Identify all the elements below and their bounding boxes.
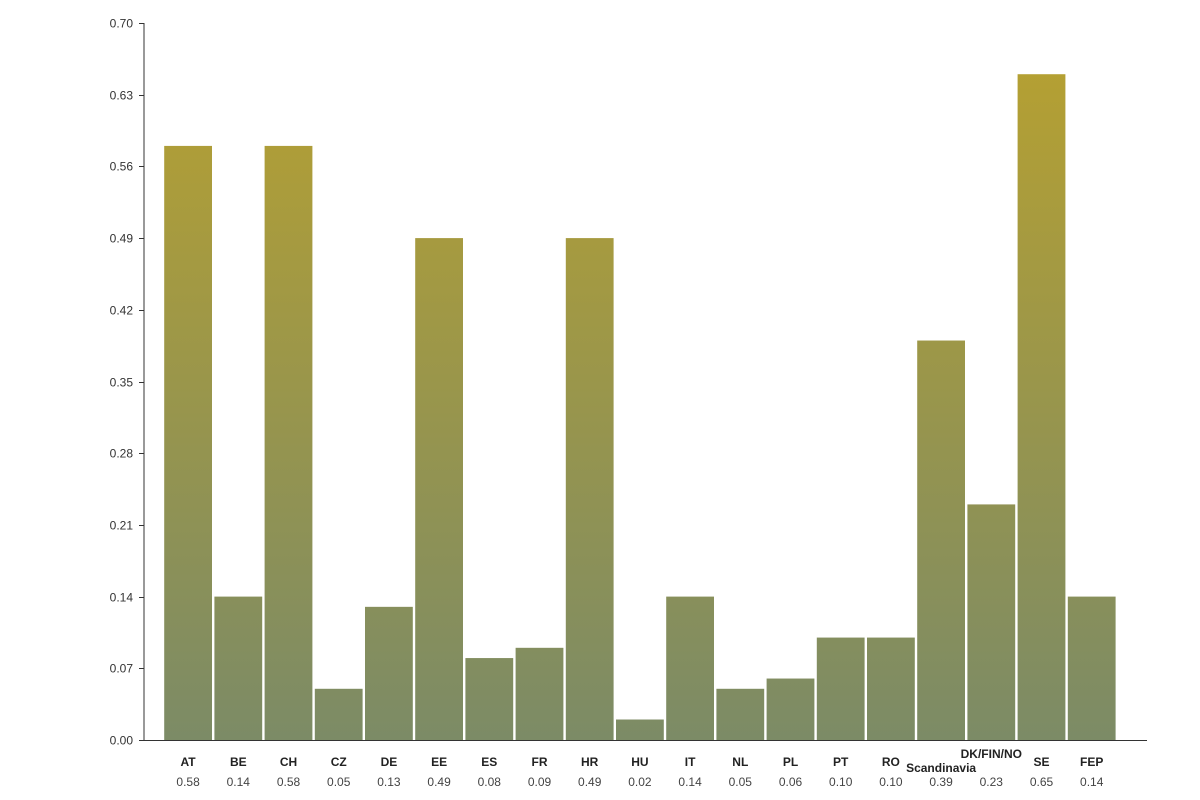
bar <box>616 719 664 740</box>
bar <box>314 688 363 740</box>
y-tick-label: 0.21 <box>110 519 134 533</box>
value-label: 0.14 <box>678 775 702 789</box>
axes: 0.00 0.07 0.14 0.21 0.28 0.35 0.42 0.49 0.56 0.63… <box>110 17 1147 748</box>
category-label: CZ <box>331 755 347 769</box>
bar <box>766 678 815 740</box>
bars <box>164 74 1116 740</box>
value-label: 0.14 <box>1080 775 1104 789</box>
value-label: 0.14 <box>227 775 251 789</box>
y-tick-label: 0.28 <box>110 447 134 461</box>
value-label: 0.02 <box>628 775 652 789</box>
labels: AT 0.58 BE 0.14 CH 0.58 CZ 0.05 DE 0.13 EE 0.49 ES 0.… <box>176 747 1103 789</box>
category-label: DK/FIN/NO <box>961 747 1022 761</box>
category-label: ES <box>481 755 497 769</box>
bar <box>264 145 313 740</box>
category-label: BE <box>230 755 247 769</box>
value-label: 0.05 <box>729 775 753 789</box>
value-label: 0.10 <box>829 775 853 789</box>
value-label: 0.58 <box>176 775 200 789</box>
bar <box>716 688 765 740</box>
value-label: 0.13 <box>377 775 401 789</box>
category-label: FEP <box>1080 755 1103 769</box>
bar <box>465 658 514 740</box>
value-label: 0.65 <box>1030 775 1054 789</box>
y-tick-label: 0.70 <box>110 17 134 31</box>
bar <box>666 596 714 740</box>
category-label: EE <box>431 755 447 769</box>
bar <box>515 647 564 740</box>
category-label: AT <box>181 755 197 769</box>
category-label: NL <box>732 755 748 769</box>
bar <box>365 606 413 740</box>
value-label: 0.49 <box>427 775 451 789</box>
bar <box>816 637 865 740</box>
category-label: HR <box>581 755 599 769</box>
category-label: PL <box>783 755 798 769</box>
y-tick-label: 0.07 <box>110 662 134 676</box>
bar <box>917 340 965 740</box>
y-tick-label: 0.63 <box>110 89 134 103</box>
bar <box>415 238 463 740</box>
value-label: 0.39 <box>929 775 953 789</box>
category-label: SE <box>1033 755 1049 769</box>
category-label: RO <box>882 755 900 769</box>
bar <box>1067 596 1116 740</box>
value-label: 0.09 <box>528 775 552 789</box>
value-label: 0.49 <box>578 775 602 789</box>
category-label: HU <box>631 755 648 769</box>
bar <box>164 145 212 740</box>
value-label: 0.10 <box>879 775 903 789</box>
y-tick-label: 0.14 <box>110 591 134 605</box>
y-tick-label: 0.42 <box>110 304 134 318</box>
bar <box>214 596 263 740</box>
bar <box>1017 74 1066 740</box>
value-label: 0.06 <box>779 775 803 789</box>
value-label: 0.08 <box>478 775 502 789</box>
value-label: 0.58 <box>277 775 301 789</box>
y-tick-label: 0.49 <box>110 232 134 246</box>
category-label: IT <box>685 755 696 769</box>
bar <box>867 637 915 740</box>
value-label: 0.23 <box>980 775 1004 789</box>
y-tick-label: 0.35 <box>110 376 134 390</box>
y-tick-label: 0.56 <box>110 160 134 174</box>
category-label: PT <box>833 755 849 769</box>
bar <box>565 238 614 740</box>
category-label: CH <box>280 755 297 769</box>
category-label: FR <box>532 755 548 769</box>
y-tick-label: 0.00 <box>110 734 134 748</box>
value-label: 0.05 <box>327 775 351 789</box>
category-label: Scandinavia <box>906 761 976 775</box>
bar <box>967 504 1016 740</box>
category-label: DE <box>381 755 398 769</box>
